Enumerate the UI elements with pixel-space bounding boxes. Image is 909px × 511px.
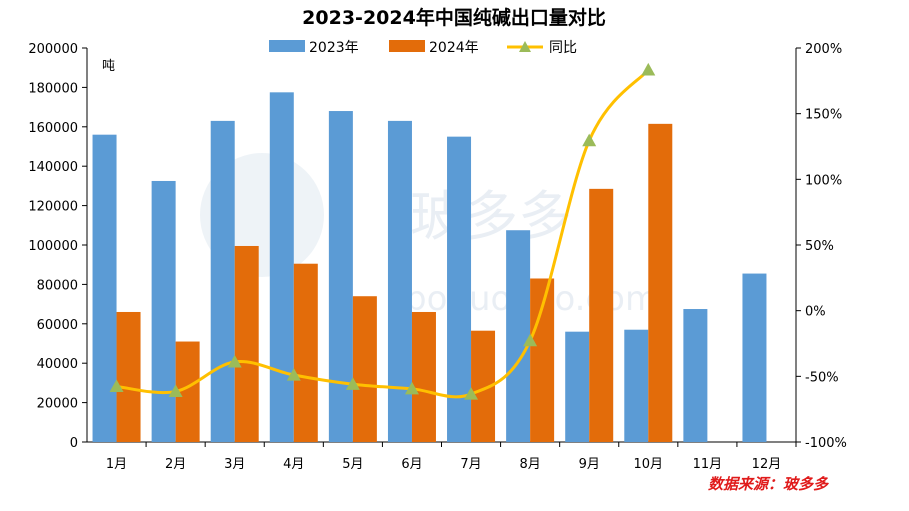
y-left-tick-label: 100000 — [28, 239, 78, 254]
bar-2023 — [742, 273, 767, 442]
x-tick-label: 5月 — [342, 457, 363, 472]
x-tick-label: 7月 — [460, 457, 481, 472]
axes: 0 20000 40000 60000 80000 100000 120000 140000 1… — [28, 42, 847, 472]
x-tick-label: 2月 — [165, 457, 186, 472]
y-left-tick-label: 140000 — [28, 160, 78, 175]
x-tick-label: 3月 — [224, 457, 245, 472]
yoy-point — [464, 387, 479, 400]
legend-label: 2023年 — [309, 40, 359, 56]
yoy-point — [345, 377, 360, 390]
y-left-tick-label: 200000 — [28, 42, 78, 57]
x-tick-label: 10月 — [634, 457, 664, 472]
bar-2024 — [293, 263, 318, 442]
bar-2024 — [352, 296, 377, 442]
bar-2023 — [624, 329, 649, 442]
y-left-tick-label: 180000 — [28, 81, 78, 96]
yoy-point — [227, 354, 242, 368]
legend-label: 同比 — [549, 40, 577, 56]
y-right-tick-label: -100% — [805, 436, 847, 451]
yoy-point — [641, 62, 656, 76]
x-tick-label: 11月 — [693, 457, 723, 472]
y-left-tick-label: 40000 — [37, 357, 78, 372]
y-right-tick-label: 100% — [805, 173, 842, 188]
yoy-point — [286, 368, 301, 381]
y-left-tick-label: 80000 — [37, 278, 78, 293]
bar-2023 — [683, 309, 708, 442]
x-tick-label: 1月 — [106, 457, 127, 472]
y-left-tick-label: 20000 — [37, 397, 78, 412]
y-left-tick-label: 160000 — [28, 121, 78, 136]
bars — [92, 92, 767, 442]
yoy-point — [404, 381, 419, 395]
source-note: 数据来源：玻多多 — [708, 475, 829, 493]
bar-2024 — [116, 311, 141, 442]
y-right-tick-label: 150% — [805, 108, 842, 123]
watermark-brand: 玻多多 — [410, 185, 572, 248]
bar-2023 — [506, 230, 531, 442]
y-right-tick-label: 0% — [805, 305, 826, 320]
y-right-tick-label: 50% — [805, 239, 834, 254]
yoy-point — [582, 133, 597, 147]
y-left-unit-label: 吨 — [102, 59, 115, 74]
legend-label: 2024年 — [429, 40, 479, 56]
bar-2023 — [565, 331, 590, 442]
legend-swatch-marker — [519, 41, 531, 52]
x-tick-label: 12月 — [752, 457, 782, 472]
y-left-tick-label: 60000 — [37, 318, 78, 333]
chart-title: 2023-2024年中国纯碱出口量对比 — [302, 6, 606, 29]
bar-2024 — [589, 188, 614, 442]
yoy-point — [523, 333, 538, 347]
legend-swatch — [389, 40, 425, 52]
y-left-tick-label: 120000 — [28, 200, 78, 215]
x-tick-label: 8月 — [519, 457, 540, 472]
y-left-tick-label: 0 — [70, 436, 78, 451]
yoy-point — [168, 384, 183, 398]
bar-2023 — [210, 120, 235, 442]
bar-2023 — [328, 111, 353, 442]
x-tick-label: 4月 — [283, 457, 304, 472]
bar-2023 — [92, 134, 117, 442]
legend: 2023年 2024年 同比 — [269, 40, 577, 56]
y-right-tick-label: 200% — [805, 42, 842, 57]
yoy-point — [109, 379, 124, 393]
bar-2024 — [648, 123, 673, 442]
x-tick-label: 9月 — [579, 457, 600, 472]
bar-2024 — [234, 245, 259, 442]
bar-2024 — [411, 311, 436, 442]
yoy-line — [109, 62, 656, 400]
bar-2023 — [447, 136, 472, 442]
y-right-tick-label: -50% — [805, 370, 839, 385]
x-tick-label: 6月 — [401, 457, 422, 472]
bar-2023 — [151, 180, 176, 442]
legend-swatch — [269, 40, 305, 52]
bar-2023 — [269, 92, 294, 442]
